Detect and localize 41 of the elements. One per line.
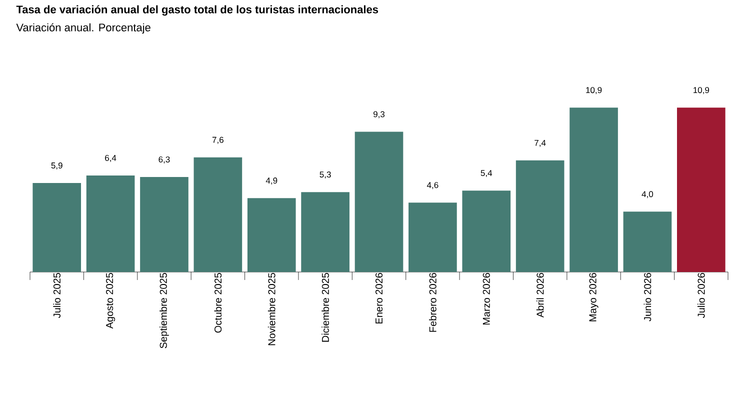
bar xyxy=(194,157,242,272)
data-label: 5,9 xyxy=(51,162,62,170)
x-tick-label: Mayo 2026 xyxy=(589,272,598,322)
chart-title: Tasa de variación anual del gasto total de los turistas internacionales xyxy=(16,5,378,16)
data-label: 4,0 xyxy=(642,191,654,198)
data-label: 10,9 xyxy=(586,87,602,94)
data-label: 9,3 xyxy=(373,111,385,118)
data-label: 10,9 xyxy=(694,87,710,94)
x-tick-label: Junio 2026 xyxy=(644,272,652,322)
bar xyxy=(408,202,457,272)
x-tick-label: Diciembre 2025 xyxy=(322,272,329,342)
data-label: 5,3 xyxy=(320,172,331,179)
bar xyxy=(140,176,188,272)
chart-subtitle: Variación anual. Porcentaje xyxy=(16,23,150,34)
bar xyxy=(677,108,726,272)
bar xyxy=(623,212,672,272)
data-label: 5,4 xyxy=(480,170,492,178)
data-label: 4,6 xyxy=(426,182,438,190)
data-label: 7,4 xyxy=(534,140,546,147)
x-tick-label: Abril 2026 xyxy=(536,272,544,318)
bar xyxy=(570,108,618,272)
x-tick-label: Agosto 2025 xyxy=(106,272,116,329)
x-tick-label: Septiembre 2025 xyxy=(160,272,169,348)
data-label: 6,3 xyxy=(158,156,170,164)
x-tick-label: Febrero 2026 xyxy=(429,272,436,332)
x-tick-label: Marzo 2026 xyxy=(482,272,490,325)
bar xyxy=(32,183,82,272)
x-tick-label: Julio 2026 xyxy=(697,272,705,318)
data-label: 4,9 xyxy=(266,178,278,185)
bar xyxy=(247,198,296,272)
bar xyxy=(301,192,350,272)
bar xyxy=(462,190,511,272)
x-tick-label: Noviembre 2025 xyxy=(268,272,276,346)
data-label: 7,6 xyxy=(212,136,224,144)
x-tick-label: Julio 2025 xyxy=(53,272,61,318)
bar xyxy=(86,175,135,272)
bar xyxy=(516,160,564,272)
x-tick-label: Octubre 2025 xyxy=(214,272,222,333)
bar xyxy=(354,132,404,272)
x-tick-label: Enero 2026 xyxy=(375,272,383,324)
data-label: 6,4 xyxy=(105,154,116,162)
